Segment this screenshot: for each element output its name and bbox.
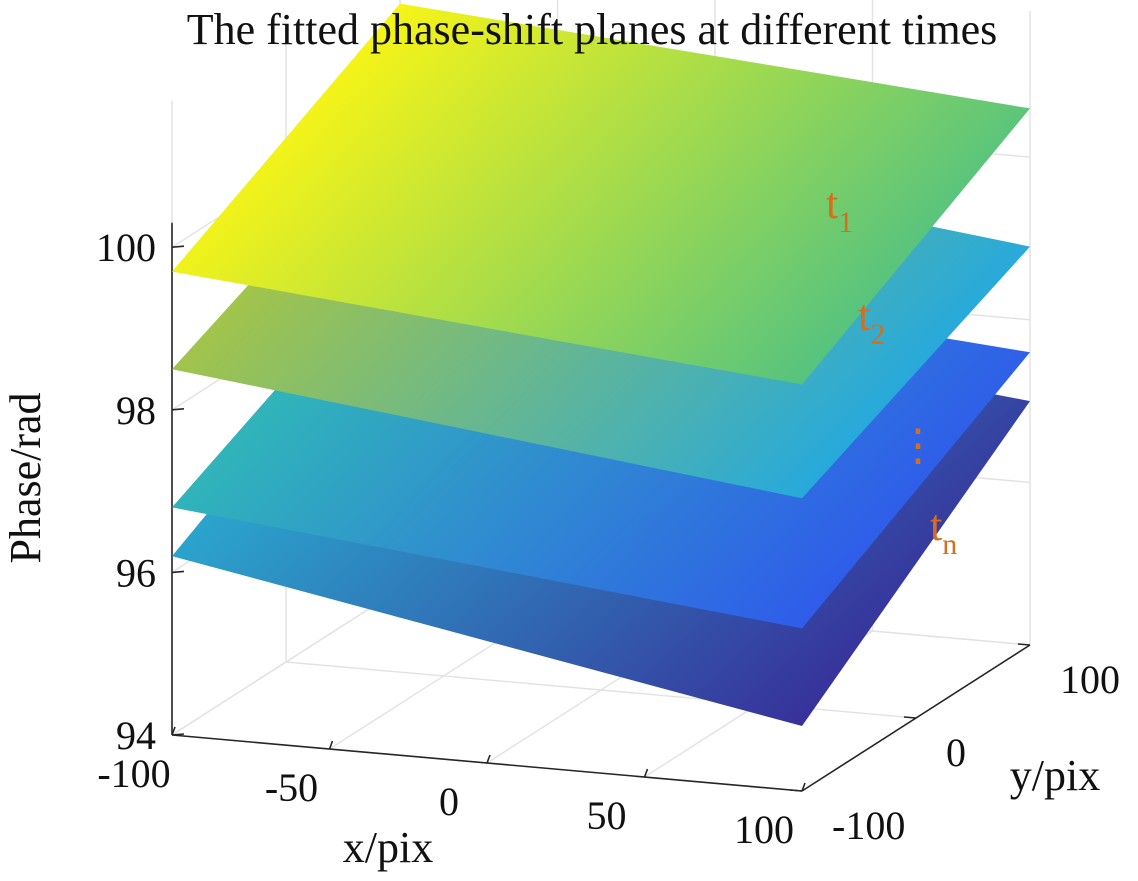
y-tick-mark xyxy=(1017,643,1031,646)
annotation-tn: tn xyxy=(930,501,957,561)
y-tick-label: 100 xyxy=(1060,657,1120,702)
z-tick-mark xyxy=(171,570,185,574)
y-tick-mark xyxy=(789,789,803,792)
z-tick-mark xyxy=(171,408,185,411)
x-tick-label: 0 xyxy=(439,779,459,824)
y-tick-label: -100 xyxy=(832,803,905,848)
annotation-base: t xyxy=(858,291,870,340)
tick-labels: 94 96 98 100 -100 -50 0 50 100 -100 0 100 xyxy=(96,225,1120,852)
y-tick-mark xyxy=(903,716,917,719)
z-tick-mark xyxy=(171,245,185,248)
x-tick-mark xyxy=(328,740,334,750)
annotation-subscript: n xyxy=(942,528,957,561)
z-tick-label: 100 xyxy=(96,225,156,270)
annotation-subscript: 1 xyxy=(838,206,853,239)
annotation-base: t xyxy=(826,179,838,228)
y-tick-label: 0 xyxy=(946,730,966,775)
z-tick-mark xyxy=(171,733,185,736)
annotation-t1: t1 xyxy=(826,179,853,239)
annotation-subscript: 2 xyxy=(870,318,885,351)
annotation-base: t xyxy=(930,501,942,550)
x-tick-mark xyxy=(801,782,806,792)
annotation-t2: t2 xyxy=(858,291,885,351)
z-tick-label: 98 xyxy=(116,388,156,433)
axes xyxy=(171,222,1031,792)
x-tick-mark xyxy=(171,726,176,736)
chart-title: The fitted phase-shift planes at differe… xyxy=(187,5,997,54)
z-tick-label: 94 xyxy=(116,713,156,758)
plane-group xyxy=(172,3,1030,726)
z-axis-label: Phase/rad xyxy=(1,392,50,563)
x-tick-mark xyxy=(643,768,649,778)
z-tick-label: 96 xyxy=(116,550,156,595)
x-tick-label: 100 xyxy=(734,807,794,852)
x-axis-label: x/pix xyxy=(343,823,433,872)
y-axis-label: y/pix xyxy=(1010,751,1100,800)
annotation-⋮: ⋮ xyxy=(896,421,940,470)
x-tick-mark xyxy=(486,754,491,764)
x-tick-label: -100 xyxy=(97,751,170,796)
x-tick-label: -50 xyxy=(265,765,318,810)
annotation-base: ⋮ xyxy=(896,421,940,470)
phase-plane-t1 xyxy=(172,3,1030,385)
x-tick-label: 50 xyxy=(587,793,627,838)
